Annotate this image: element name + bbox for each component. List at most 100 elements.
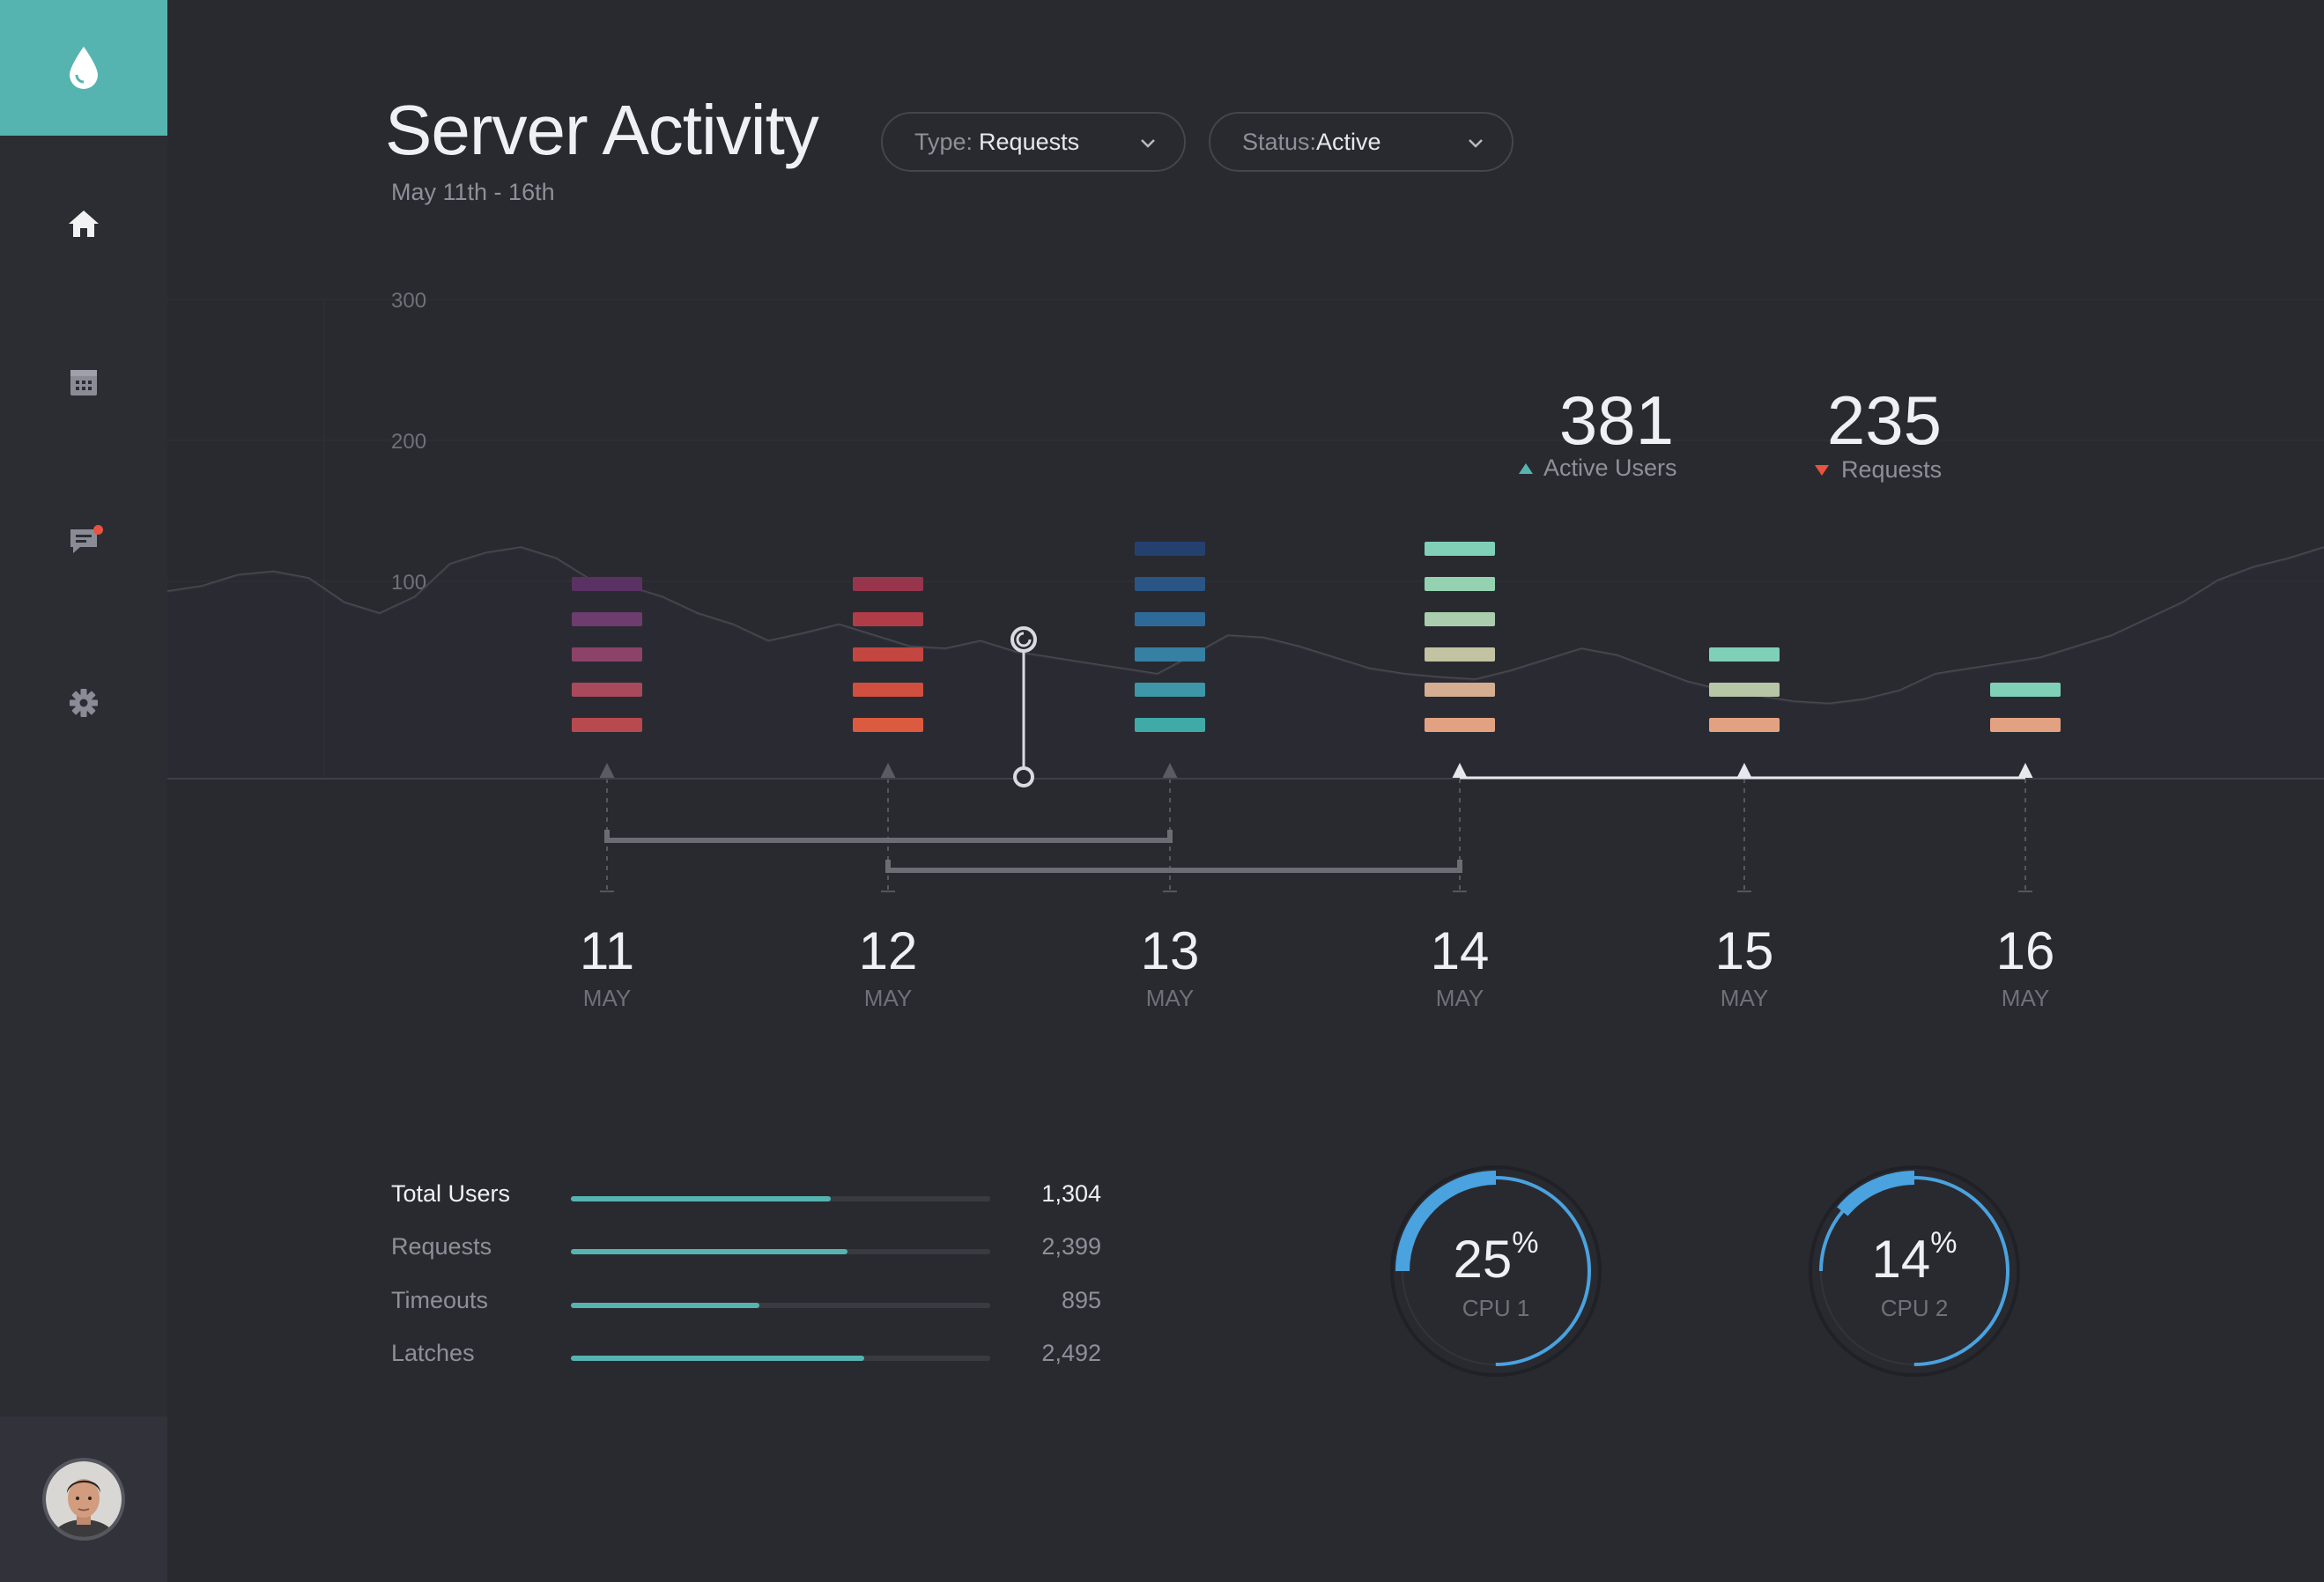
bar-segment[interactable] (572, 683, 642, 697)
sidebar-item-settings[interactable] (0, 650, 167, 756)
metric-progress-fill (571, 1196, 832, 1201)
cpu2-gauge: 14% CPU 2 (1804, 1161, 2024, 1381)
bar-segment[interactable] (1425, 683, 1495, 697)
chevron-down-icon (1469, 139, 1483, 148)
metric-value: 2,492 (1041, 1340, 1101, 1366)
day-marker[interactable] (1452, 763, 1468, 779)
day-marker[interactable] (599, 763, 615, 779)
bar-segment[interactable] (572, 647, 642, 662)
day-month: MAY (1146, 985, 1194, 1011)
requests-label: Requests (1841, 456, 1943, 483)
status-filter-label: Status: (1242, 128, 1317, 155)
requests-label-wrap: Requests (1815, 456, 1942, 484)
bar-segment[interactable] (1709, 718, 1780, 732)
bar-segment[interactable] (572, 577, 642, 591)
bar-segment[interactable] (1425, 718, 1495, 732)
bar-segment[interactable] (1990, 718, 2061, 732)
metric-progress-fill (571, 1249, 848, 1254)
trend-down-icon (1815, 464, 1829, 476)
bar-segment[interactable] (1425, 612, 1495, 626)
bar-segment[interactable] (1135, 542, 1205, 556)
metric-value: 1,304 (1041, 1180, 1101, 1207)
bar-segment[interactable] (1135, 577, 1205, 591)
day-number: 13 (1141, 921, 1200, 980)
day-month: MAY (1721, 985, 1768, 1011)
logo[interactable] (0, 0, 167, 136)
day-number: 14 (1431, 921, 1490, 980)
cpu1-gauge: 25% CPU 1 (1386, 1161, 1606, 1381)
y-tick-label: 300 (391, 289, 426, 313)
bar-segment[interactable] (1425, 542, 1495, 556)
page-title: Server Activity (385, 91, 819, 169)
type-filter-dropdown[interactable]: Type: Requests (881, 112, 1186, 172)
day-marker[interactable] (1736, 763, 1752, 779)
active-users-label-wrap: Active Users (1519, 455, 1677, 482)
active-users-label: Active Users (1543, 455, 1677, 481)
date-range: May 11th - 16th (391, 179, 555, 205)
bar-segment[interactable] (1135, 683, 1205, 697)
gear-icon (70, 689, 98, 717)
trend-up-icon (1519, 462, 1533, 474)
bar-segment[interactable] (1709, 683, 1780, 697)
notification-badge (93, 525, 103, 535)
cpu1-ring (1390, 1165, 1602, 1377)
range-bracket[interactable] (885, 860, 1462, 873)
range-handle[interactable] (1010, 626, 1037, 787)
bar-segment[interactable] (572, 612, 642, 626)
bar-segment[interactable] (1135, 612, 1205, 626)
status-filter-dropdown[interactable]: Status: Active (1209, 112, 1514, 172)
requests-value: 235 (1826, 381, 1943, 459)
sidebar-item-home[interactable] (0, 171, 167, 277)
day-month: MAY (583, 985, 631, 1011)
bar-segment[interactable] (1425, 577, 1495, 591)
day-number: 11 (580, 921, 634, 980)
metric-progress-track (571, 1356, 990, 1361)
metric-value: 2,399 (1041, 1233, 1101, 1260)
cpu1-label: CPU 1 (1462, 1295, 1530, 1321)
metric-progress-track (571, 1249, 990, 1254)
range-bracket[interactable] (604, 830, 1173, 843)
metric-label: Requests (391, 1233, 492, 1260)
droplet-icon (70, 47, 98, 89)
bar-segment[interactable] (853, 647, 923, 662)
bar-segment[interactable] (1135, 718, 1205, 732)
bar-segment[interactable] (853, 718, 923, 732)
bar-segment[interactable] (572, 718, 642, 732)
bar-segment[interactable] (853, 612, 923, 626)
metric-progress-fill (571, 1356, 865, 1361)
metric-progress-track (571, 1303, 990, 1308)
y-tick-label: 200 (391, 430, 426, 454)
metric-progress-track (571, 1196, 990, 1201)
day-number: 12 (859, 921, 918, 980)
day-month: MAY (2002, 985, 2049, 1011)
sidebar (0, 0, 167, 1582)
day-marker[interactable] (1162, 763, 1178, 779)
bar-segment[interactable] (1135, 647, 1205, 662)
type-filter-value: Requests (979, 128, 1080, 155)
bar-segment[interactable] (1425, 647, 1495, 662)
sidebar-item-calendar[interactable] (0, 329, 167, 435)
metric-label: Timeouts (391, 1287, 489, 1313)
bar-segment[interactable] (1709, 647, 1780, 662)
cpu2-ring (1809, 1165, 2020, 1377)
user-panel (0, 1416, 167, 1582)
cpu2-value: 14% (1871, 1226, 1958, 1289)
day-marker[interactable] (880, 763, 896, 779)
bar-segment[interactable] (853, 577, 923, 591)
bar-segment[interactable] (1990, 683, 2061, 697)
day-number: 16 (1996, 921, 2055, 980)
metric-label: Total Users (391, 1180, 511, 1207)
day-month: MAY (1436, 985, 1484, 1011)
status-filter-value: Active (1316, 128, 1381, 155)
cpu1-value: 25% (1453, 1226, 1539, 1289)
avatar[interactable] (42, 1458, 125, 1541)
bar-segment[interactable] (853, 683, 923, 697)
chat-icon (70, 529, 97, 553)
sidebar-item-messages[interactable] (0, 488, 167, 594)
chevron-down-icon (1141, 139, 1155, 148)
cpu2-label: CPU 2 (1880, 1295, 1949, 1321)
metric-value: 895 (1061, 1287, 1101, 1313)
type-filter-label: Type: (914, 128, 973, 155)
calendar-icon (70, 370, 97, 396)
day-marker[interactable] (2017, 763, 2033, 779)
